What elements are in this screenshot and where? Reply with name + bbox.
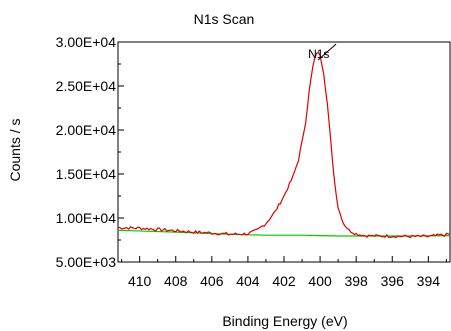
x-tick-label: 394 — [417, 273, 441, 289]
spectrum-line — [117, 51, 451, 239]
x-tick-label: 402 — [272, 273, 296, 289]
x-tick-label: 406 — [200, 273, 224, 289]
y-tick-label: 2.00E+04 — [56, 122, 117, 138]
y-tick-label: 3.00E+04 — [56, 34, 117, 50]
y-tick-label: 2.50E+04 — [56, 78, 117, 94]
peak-marker — [317, 43, 337, 61]
y-axis: 5.00E+03 1.00E+04 1.50E+04 2.00E+04 2.50E+04… — [56, 34, 124, 270]
chart-title: N1s Scan — [194, 11, 255, 27]
y-axis-label: Counts / s — [7, 118, 23, 181]
x-tick-label: 404 — [236, 273, 260, 289]
series-layer — [117, 51, 451, 239]
y-tick-label: 1.00E+04 — [56, 210, 117, 226]
x-tick-label: 408 — [164, 273, 188, 289]
x-tick-label: 410 — [128, 273, 152, 289]
x-tick-label: 396 — [381, 273, 405, 289]
x-axis: 410 408 406 404 402 400 398 396 394 — [121, 256, 447, 289]
plot-area — [117, 41, 451, 263]
x-tick-label: 400 — [308, 273, 332, 289]
annotation-layer: N1s — [308, 43, 337, 61]
plot-border — [117, 41, 451, 263]
peak-label: N1s — [308, 47, 329, 61]
y-tick-label: 5.00E+03 — [56, 254, 117, 270]
x-axis-label: Binding Energy (eV) — [222, 313, 347, 329]
y-tick-label: 1.50E+04 — [56, 166, 117, 182]
x-tick-label: 398 — [344, 273, 368, 289]
